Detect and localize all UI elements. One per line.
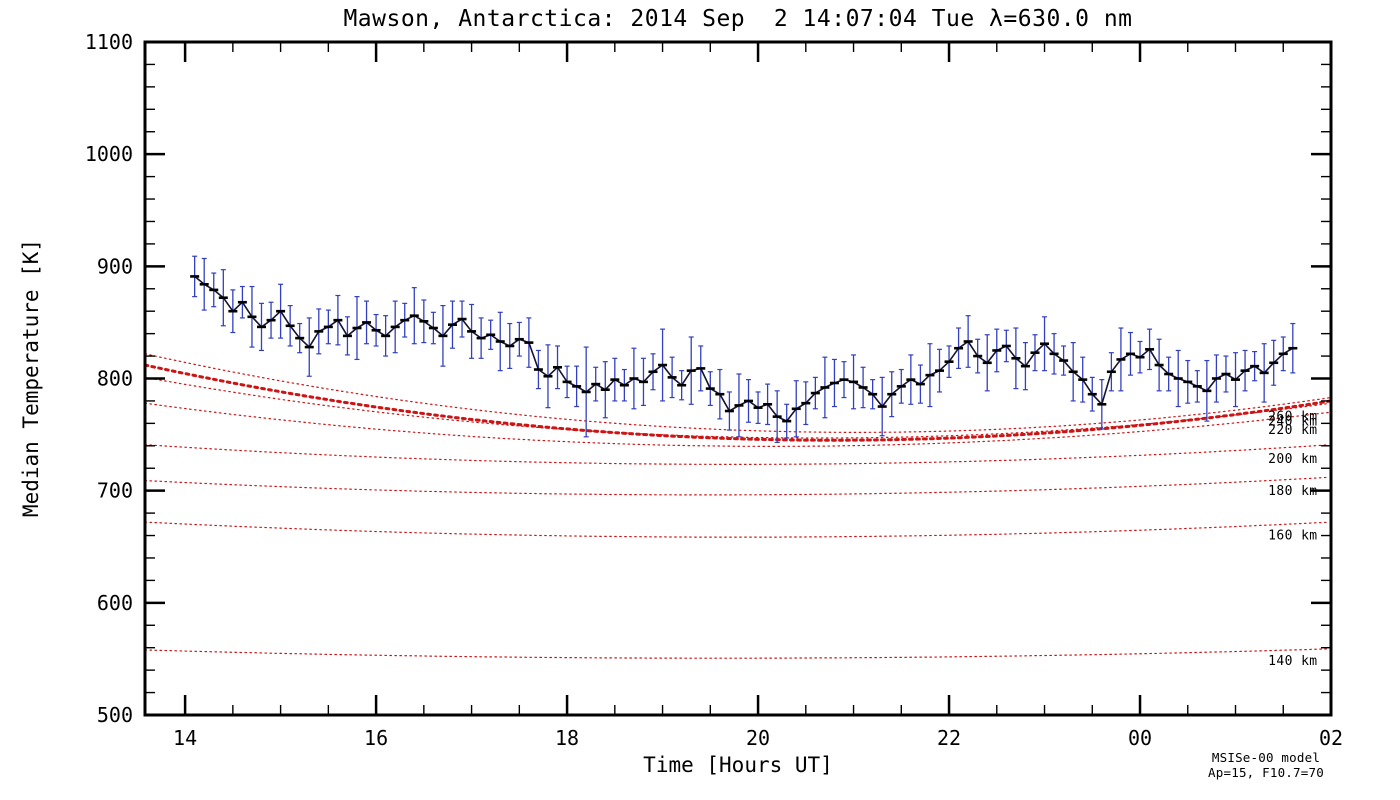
y-tick-label: 600 — [97, 591, 133, 615]
plot-frame — [143, 40, 1333, 717]
y-tick-label: 1000 — [85, 142, 133, 166]
y-tick-label: 700 — [97, 479, 133, 503]
altitude-label: 200 km — [1268, 452, 1317, 467]
y-axis-ticks: 500 600 700 800 900 1000 1100 — [85, 30, 1331, 727]
temperature-series — [190, 255, 1298, 444]
x-tick-label: 18 — [555, 726, 579, 750]
x-tick-label: 22 — [937, 726, 961, 750]
altitude-label: 260 km — [1268, 410, 1317, 425]
y-tick-label: 800 — [97, 367, 133, 391]
altitude-label: 180 km — [1268, 484, 1317, 499]
x-axis-ticks: 14 16 18 20 22 00 02 — [173, 42, 1343, 750]
plot-title: Mawson, Antarctica: 2014 Sep 2 14:07:04 … — [343, 6, 1132, 32]
x-tick-label: 14 — [173, 726, 197, 750]
msis-model-curves — [143, 353, 1331, 659]
model-curve — [144, 376, 1330, 439]
model-curve-weighted — [143, 363, 1331, 442]
y-tick-label: 1100 — [85, 30, 133, 54]
model-annotation-name: MSISe-00 model — [1212, 750, 1320, 765]
altitude-label: 240 km — [1268, 415, 1317, 430]
x-tick-label: 16 — [364, 726, 388, 750]
y-tick-label: 500 — [97, 703, 133, 727]
model-curve — [144, 476, 1330, 496]
x-tick-label: 00 — [1128, 726, 1152, 750]
altitude-label: 140 km — [1268, 654, 1317, 669]
model-curve — [144, 521, 1330, 538]
axes-box — [143, 40, 1333, 717]
altitude-label: 220 km — [1268, 423, 1317, 438]
model-curve — [144, 648, 1330, 659]
y-tick-label: 900 — [97, 254, 133, 278]
model-annotation-params: Ap=15, F10.7=70 — [1208, 765, 1324, 780]
model-curve — [144, 353, 1330, 433]
x-axis-label: Time [Hours UT] — [643, 753, 833, 777]
y-axis-label: Median Temperature [K] — [19, 239, 43, 517]
altitude-label: 160 km — [1268, 528, 1317, 543]
temperature-line — [194, 275, 1294, 422]
x-tick-label: 20 — [746, 726, 770, 750]
model-curve — [144, 444, 1330, 465]
x-tick-label: 02 — [1319, 726, 1343, 750]
